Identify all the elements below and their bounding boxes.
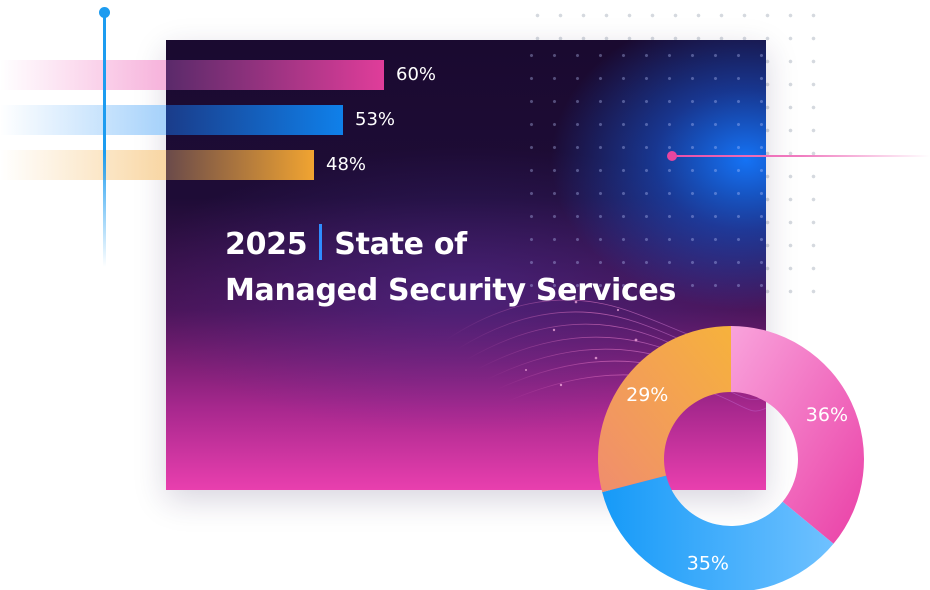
title-line-1: 2025 State of (225, 222, 676, 268)
donut-slice-label: 35% (687, 552, 729, 574)
title-year: 2025 (225, 227, 308, 262)
donut-slice-1 (731, 326, 864, 544)
title-text-1: State of (334, 227, 467, 262)
vertical-connector-line (103, 12, 106, 267)
title-separator (319, 224, 323, 260)
title-line-2: Managed Security Services (225, 273, 677, 308)
horizontal-connector-dot (667, 151, 677, 161)
vertical-connector-dot (99, 7, 110, 18)
report-title: 2025 State of Managed Security Services (225, 222, 676, 314)
horizontal-connector-line (672, 155, 930, 157)
donut-slice-label: 36% (806, 404, 848, 426)
donut-chart: 36% 35% 29% (598, 326, 864, 590)
card-dot-pattern (520, 40, 766, 300)
donut-slice-3 (598, 326, 731, 493)
donut-slice-label: 29% (626, 384, 668, 406)
donut-slice-2 (602, 475, 834, 590)
